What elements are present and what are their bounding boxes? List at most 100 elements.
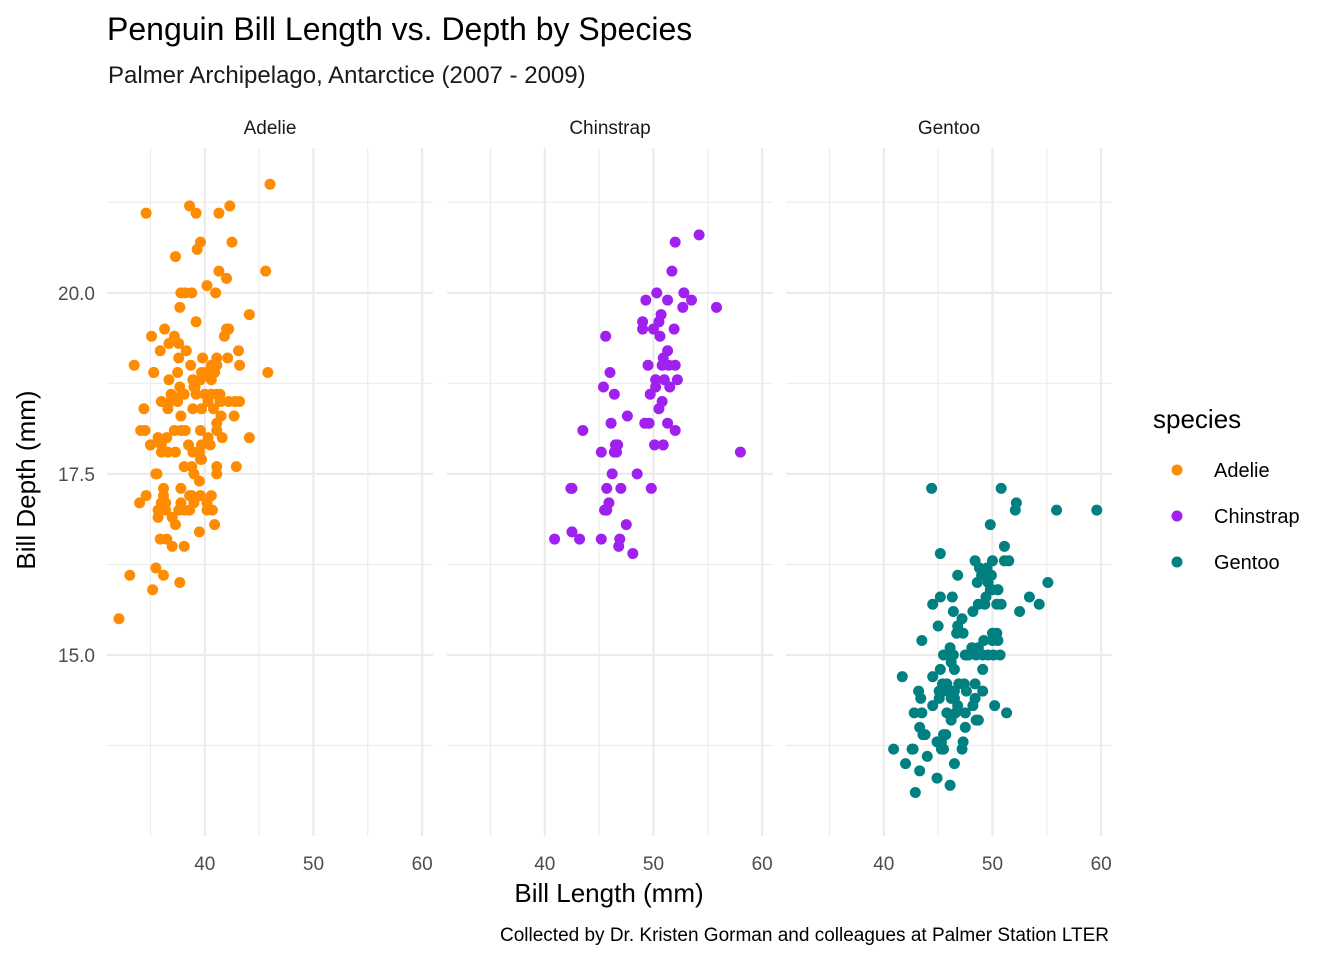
facet-panel-gentoo: Gentoo 40 50 60: [786, 118, 1112, 875]
data-point-adelie: [140, 490, 152, 502]
data-point-chinstrap: [693, 229, 705, 241]
data-point-adelie: [175, 410, 187, 422]
data-point-adelie: [213, 265, 225, 277]
data-point-adelie: [213, 207, 225, 219]
data-point-adelie: [196, 403, 208, 415]
x-tick-label: 40: [194, 854, 215, 875]
legend-key-adelie: [1171, 464, 1183, 476]
data-point-gentoo: [956, 743, 968, 755]
data-point-gentoo: [956, 613, 968, 625]
data-point-gentoo: [998, 540, 1010, 552]
data-point-adelie: [166, 540, 178, 552]
y-tick-label: 15.0: [58, 646, 95, 667]
data-point-adelie: [232, 345, 244, 357]
data-point-chinstrap: [657, 439, 669, 451]
data-point-adelie: [168, 330, 180, 342]
data-point-gentoo: [1001, 707, 1013, 719]
data-point-gentoo: [1003, 555, 1015, 567]
data-point-adelie: [185, 359, 197, 371]
data-point-adelie: [215, 410, 227, 422]
data-point-chinstrap: [656, 359, 668, 371]
data-point-gentoo: [914, 721, 926, 733]
y-tick-label: 17.5: [58, 465, 95, 486]
data-point-gentoo: [1033, 598, 1045, 610]
data-point-gentoo: [985, 569, 997, 581]
legend-label-gentoo: Gentoo: [1214, 552, 1280, 574]
x-tick-label: 50: [303, 854, 324, 875]
data-point-adelie: [262, 367, 274, 379]
data-point-chinstrap: [651, 287, 663, 299]
x-tick-label: 40: [534, 854, 555, 875]
data-point-gentoo: [931, 772, 943, 784]
x-tick-label: 60: [1091, 854, 1112, 875]
data-point-chinstrap: [600, 330, 612, 342]
data-point-gentoo: [908, 707, 920, 719]
data-point-gentoo: [1014, 605, 1026, 617]
data-point-adelie: [158, 569, 170, 581]
data-point-gentoo: [921, 750, 933, 762]
data-point-gentoo: [934, 663, 946, 675]
data-point-adelie: [187, 403, 199, 415]
data-point-gentoo: [984, 584, 996, 596]
data-point-adelie: [224, 200, 236, 212]
data-point-gentoo: [938, 649, 950, 661]
data-point-adelie: [154, 533, 166, 545]
data-point-gentoo: [992, 634, 1004, 646]
data-point-chinstrap: [643, 417, 655, 429]
data-point-adelie: [155, 395, 167, 407]
data-point-gentoo: [909, 787, 921, 799]
data-point-adelie: [223, 323, 235, 335]
facet-label: Chinstrap: [569, 118, 650, 139]
x-axis-label: Bill Length (mm): [514, 878, 703, 908]
y-axis-label: Bill Depth (mm): [11, 390, 41, 569]
data-point-adelie: [209, 519, 221, 531]
data-point-gentoo: [971, 577, 983, 589]
data-point-adelie: [169, 251, 181, 263]
x-tick-label: 50: [643, 854, 664, 875]
data-point-adelie: [211, 468, 223, 480]
data-point-chinstrap: [604, 367, 616, 379]
data-point-chinstrap: [595, 533, 607, 545]
data-point-adelie: [226, 236, 238, 248]
data-point-chinstrap: [649, 439, 661, 451]
data-point-chinstrap: [734, 446, 746, 458]
data-point-chinstrap: [650, 381, 662, 393]
data-point-chinstrap: [613, 540, 625, 552]
data-point-chinstrap: [664, 381, 676, 393]
data-point-chinstrap: [710, 301, 722, 313]
data-point-gentoo: [927, 598, 939, 610]
data-point-gentoo: [934, 548, 946, 560]
data-point-gentoo: [967, 605, 979, 617]
data-point-chinstrap: [566, 482, 578, 494]
data-point-adelie: [179, 287, 191, 299]
data-point-adelie: [175, 482, 187, 494]
data-point-adelie: [154, 345, 166, 357]
data-point-gentoo: [888, 743, 900, 755]
facet-label: Adelie: [244, 118, 297, 139]
data-point-adelie: [140, 207, 152, 219]
data-point-adelie: [128, 359, 140, 371]
data-point-chinstrap: [669, 424, 681, 436]
data-point-adelie: [243, 309, 255, 321]
data-point-adelie: [264, 178, 276, 190]
data-point-gentoo: [1091, 504, 1103, 516]
data-point-gentoo: [952, 700, 964, 712]
data-point-adelie: [190, 316, 202, 328]
data-point-gentoo: [907, 743, 919, 755]
data-point-gentoo: [914, 765, 926, 777]
data-point-chinstrap: [608, 446, 620, 458]
data-point-gentoo: [945, 692, 957, 704]
data-point-adelie: [124, 569, 136, 581]
data-point-chinstrap: [686, 294, 697, 306]
data-point-adelie: [180, 345, 192, 357]
data-point-adelie: [230, 461, 242, 473]
legend-key-chinstrap: [1171, 510, 1183, 522]
data-point-gentoo: [1042, 577, 1054, 589]
data-point-gentoo: [977, 649, 989, 661]
data-point-gentoo: [984, 519, 996, 531]
data-point-chinstrap: [637, 316, 649, 328]
data-point-adelie: [113, 613, 125, 625]
data-point-gentoo: [944, 779, 956, 791]
